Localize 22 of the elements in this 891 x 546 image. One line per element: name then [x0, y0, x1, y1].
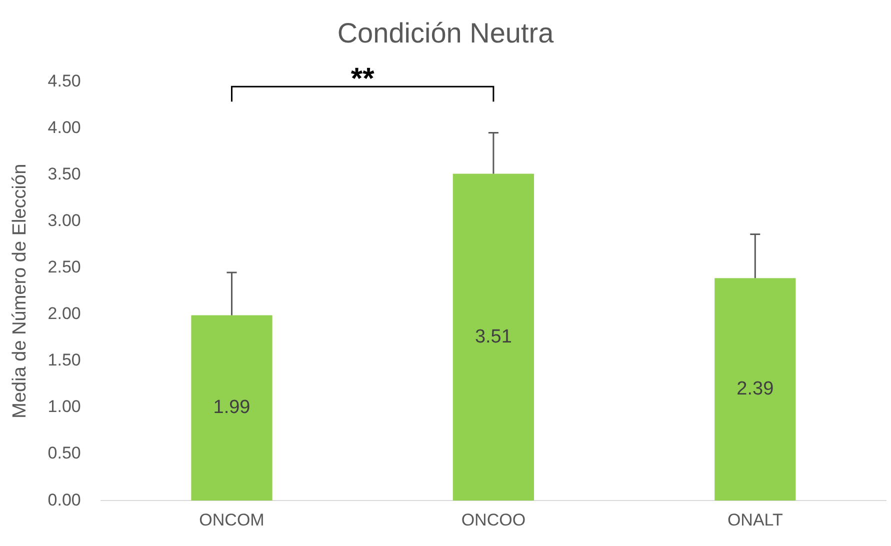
y-tick-label: 1.50 — [48, 350, 81, 370]
data-label: 3.51 — [474, 326, 512, 348]
x-tick-label: ONCOM — [199, 510, 264, 530]
data-label: 1.99 — [213, 397, 250, 418]
bar — [714, 278, 796, 501]
y-tick-label: 1.00 — [48, 397, 81, 416]
y-tick-label: 3.50 — [48, 164, 81, 184]
y-tick-label: 3.00 — [48, 210, 81, 230]
y-tick-label: 0.00 — [48, 490, 81, 510]
y-tick-label: 2.50 — [48, 258, 81, 277]
x-tick-label: ONCOO — [461, 510, 526, 530]
y-tick-label: 2.00 — [48, 304, 81, 324]
bar — [191, 315, 272, 501]
y-tick-label: 4.50 — [48, 71, 81, 90]
y-axis-title: Media de Número de Elección — [10, 164, 31, 418]
data-label: 2.39 — [736, 378, 774, 400]
annotation: ** — [350, 62, 375, 96]
x-tick-label: ONALT — [727, 510, 783, 530]
y-tick-label: 4.00 — [48, 118, 81, 137]
chart-title: Condición Neutra — [337, 18, 554, 49]
bar — [452, 174, 534, 501]
y-tick-label: 0.50 — [48, 444, 81, 463]
